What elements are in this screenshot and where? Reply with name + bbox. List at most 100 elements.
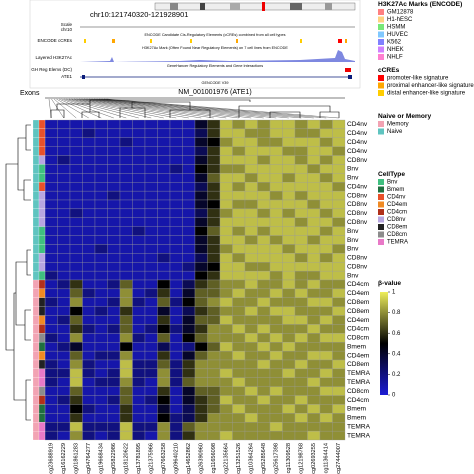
heatmap-cell [94,164,108,174]
heatmap-cell [194,253,208,263]
row-label: Bmem [347,343,367,350]
heatmap-cell [332,119,346,130]
heatmap-cell [319,279,333,290]
heatmap-cell [57,182,71,192]
celltype-cell [38,431,46,441]
heatmap-cell [207,262,221,272]
h3k27ac-signal [80,50,355,62]
heatmap-cell [69,306,83,316]
heatmap-cell [207,173,221,183]
legend-swatch [378,75,384,81]
heatmap-cell [57,226,71,236]
heatmap-cell [232,155,246,165]
heatmap-cell [307,173,321,183]
heatmap-cell [294,270,308,281]
heatmap-cell [157,164,171,174]
heatmap-cell [244,306,258,316]
heatmap-cell [107,306,121,316]
heatmap-cell [44,244,58,254]
heatmap-cell [169,217,183,227]
heatmap-cell [107,155,121,165]
naive-memory-cell [32,306,40,316]
heatmap-cell [319,377,333,387]
heatmap-cell [182,262,196,272]
heatmap-cell [219,413,233,423]
heatmap-cell [82,119,96,130]
heatmap-cell [232,333,246,343]
exon-connector [56,98,89,119]
heatmap-cell [257,146,271,156]
heatmap-cell [82,208,96,218]
heatmap-cell [307,324,321,334]
heatmap-cell [157,430,171,441]
heatmap-cell [157,288,171,298]
heatmap-cell [119,244,133,254]
ccre-track [84,39,347,43]
heatmap-cell [119,377,133,387]
heatmap-cell [44,262,58,272]
heatmap-cell [269,279,283,290]
naive-memory-cell [32,173,40,183]
legend-swatch [378,201,384,208]
heatmap-cell [182,306,196,316]
heatmap-cell [57,333,71,343]
heatmap-cell [157,155,171,165]
legend-label: Memory [387,122,409,128]
heatmap-cell [144,306,158,316]
heatmap-cell [294,350,308,361]
heatmap-cell [119,235,133,245]
heatmap-cell [307,137,321,147]
heatmap-cell [119,288,133,298]
heatmap-cell [57,422,71,432]
heatmap-cell [307,368,321,378]
heatmap-cell [282,333,296,343]
heatmap-cell [169,164,183,174]
celltype-cell [38,297,46,307]
heatmap-cell [257,199,271,210]
heatmap-cell [244,395,258,405]
heatmap-cell [57,377,71,387]
heatmap-cell [57,324,71,334]
heatmap-cell [282,137,296,147]
heatmap-cell [182,146,196,156]
heatmap-cell [44,413,58,423]
heatmap-cell [169,430,183,441]
heatmap-cell [157,173,171,183]
legend-swatch [378,179,384,185]
heatmap-cell [319,173,333,183]
heatmap-cell [69,359,83,370]
heatmap-cell [244,333,258,343]
heatmap-cell [82,173,96,183]
heatmap-cell [244,217,258,227]
heatmap-cell [194,288,208,298]
celltype-cell [38,413,46,423]
celltype-cell [38,342,46,352]
heatmap-cell [107,324,121,334]
celltype-cell [38,226,46,236]
heatmap-cell [332,377,346,387]
heatmap-cell [57,350,71,361]
heatmap-cell [144,217,158,227]
heatmap-cell [182,199,196,210]
heatmap-cell [244,235,258,245]
celltype-cell [38,271,46,281]
heatmap-cell [57,368,71,378]
heatmap-cell [94,333,108,343]
heatmap-cell [257,368,271,378]
heatmap-cell [57,279,71,290]
heatmap-cell [144,342,158,352]
heatmap-cell [119,217,133,227]
heatmap-cell [157,128,171,138]
legend-swatch [378,16,384,23]
heatmap-cell [57,270,71,281]
row-label: CD4nv [347,121,368,128]
heatmap-cell [157,386,171,396]
naive-memory-cell [32,119,40,129]
heatmap-cell [282,306,296,316]
heatmap-cell [257,235,271,245]
heatmap-cell [219,155,233,165]
exon-connector [58,98,102,119]
heatmap-cell [107,199,121,210]
heatmap-cell [257,315,271,325]
heatmap-cell [269,226,283,236]
